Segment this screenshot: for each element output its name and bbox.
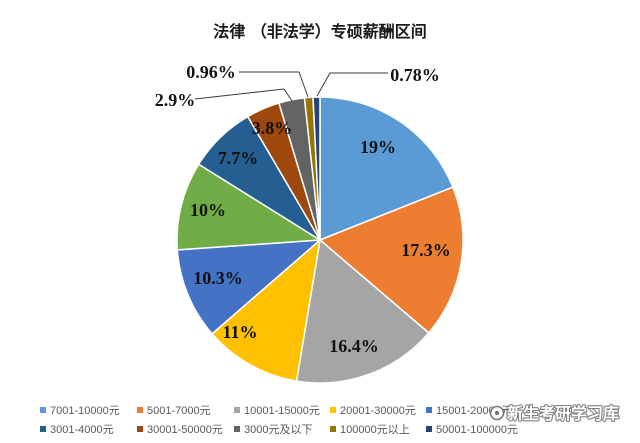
chart-title: 法律 （非法学）专硕薪酬区间 (213, 22, 427, 41)
pie-slice (176, 239, 323, 335)
data-label: 0.96% (186, 62, 236, 82)
pie-slice (211, 238, 322, 382)
legend-label: 3000元及以下 (244, 424, 312, 436)
legend-marker (234, 407, 240, 413)
legend-label: 3001-4000元 (50, 424, 114, 436)
data-label: 10.3% (193, 268, 243, 288)
legend-marker (234, 426, 240, 432)
legend-item: 10001-15000元 (234, 405, 320, 417)
legend-label: 7001-10000元 (50, 405, 120, 417)
data-label: 3.8% (252, 118, 293, 138)
legend-item: 50001-100000元 (426, 424, 518, 436)
watermark: 新生考研学习库 (489, 403, 620, 424)
legend-label: 50001-100000元 (436, 424, 518, 436)
legend: 7001-10000元 5001-7000元 10001-15000元 20001-3… (40, 405, 518, 436)
watermark-logo-dot-icon (494, 410, 500, 416)
pie-slice (295, 238, 430, 384)
data-label: 2.9% (155, 90, 196, 110)
leader-lines (194, 71, 388, 102)
legend-marker (330, 407, 336, 413)
legend-label: 10001-15000元 (244, 405, 320, 417)
legend-item: 30001-50000元 (137, 424, 223, 436)
leader-line (316, 72, 388, 97)
data-label: 19% (360, 137, 396, 157)
legend-label: 5001-7000元 (147, 405, 211, 417)
legend-marker (40, 426, 46, 432)
pie-slice (319, 96, 454, 242)
data-label: 17.3% (401, 240, 451, 260)
data-label: 16.4% (329, 336, 379, 356)
legend-marker (330, 426, 336, 432)
legend-marker (40, 407, 46, 413)
pie-slice (318, 186, 464, 334)
legend-marker (426, 426, 432, 432)
legend-label: 20001-30000元 (340, 405, 416, 417)
data-labels: 19% 17.3% 16.4% 11% 10.3% 10% 7.7% 3.8% 2.9% 0.96… (155, 62, 451, 356)
legend-item: 7001-10000元 (40, 405, 120, 417)
leader-line (239, 71, 309, 98)
legend-item: 3001-4000元 (40, 424, 114, 436)
legend-marker (137, 407, 143, 413)
legend-item: 20001-30000元 (330, 405, 416, 417)
legend-item: 3000元及以下 (234, 424, 312, 436)
legend-label: 100000元以上 (340, 423, 410, 436)
watermark-text: 新生考研学习库 (507, 404, 619, 423)
legend-marker (426, 407, 432, 413)
data-label: 0.78% (390, 65, 440, 85)
legend-item: 5001-7000元 (137, 405, 211, 417)
data-label: 10% (190, 200, 226, 220)
legend-label: 30001-50000元 (147, 424, 223, 436)
leader-line (194, 88, 293, 102)
data-label: 11% (222, 322, 257, 342)
data-label: 7.7% (218, 148, 259, 168)
legend-marker (137, 426, 143, 432)
pie-slice (312, 96, 321, 241)
legend-item: 100000元以上 (330, 423, 410, 436)
pie-slices (176, 96, 464, 384)
pie-slice (176, 163, 323, 251)
